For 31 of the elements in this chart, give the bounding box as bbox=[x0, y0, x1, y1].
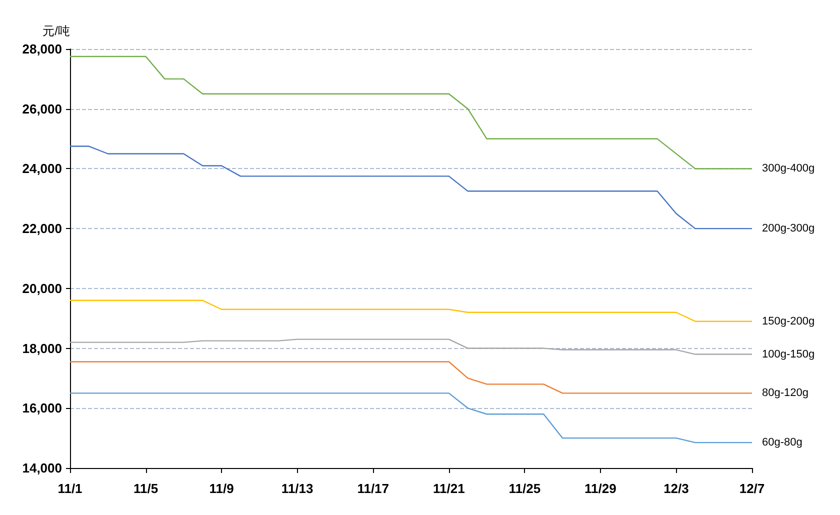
x-tick-label: 11/9 bbox=[209, 481, 234, 496]
x-tick-label: 11/25 bbox=[508, 481, 541, 496]
line-series bbox=[69, 300, 753, 322]
series-label: 100g-150g bbox=[762, 348, 815, 360]
series-label: 80g-120g bbox=[762, 387, 808, 400]
x-tick-label: 11/13 bbox=[281, 481, 314, 496]
line-series bbox=[69, 392, 753, 444]
x-tick-label: 12/3 bbox=[664, 481, 689, 496]
series-label: 200g-300g bbox=[762, 222, 815, 235]
y-axis-title: 元/吨 bbox=[42, 24, 70, 38]
y-tick-label: 18,000 bbox=[22, 340, 62, 356]
y-tick-label: 22,000 bbox=[22, 221, 62, 236]
y-tick-label: 14,000 bbox=[22, 460, 62, 476]
y-tick-label: 28,000 bbox=[22, 42, 62, 56]
y-tick-label: 20,000 bbox=[22, 280, 62, 296]
x-tick-label: 11/29 bbox=[584, 481, 616, 496]
x-tick-label: 11/1 bbox=[58, 481, 82, 496]
y-tick-label: 16,000 bbox=[22, 400, 62, 416]
y-tick-label: 24,000 bbox=[22, 161, 62, 176]
line-series bbox=[69, 361, 753, 394]
series-label: 300g-400g bbox=[762, 162, 815, 175]
series-label: 60g-80g bbox=[762, 436, 802, 449]
x-tick-label: 11/5 bbox=[133, 481, 158, 496]
series-label: 150g-200g bbox=[762, 315, 815, 328]
line-series bbox=[69, 56, 753, 170]
x-tick-label: 11/21 bbox=[432, 481, 465, 496]
line-series bbox=[69, 338, 753, 355]
y-tick-label: 26,000 bbox=[22, 101, 62, 116]
x-tick-label: 12/7 bbox=[739, 481, 765, 496]
x-tick-label: 11/17 bbox=[357, 481, 390, 496]
line-series bbox=[69, 146, 753, 230]
